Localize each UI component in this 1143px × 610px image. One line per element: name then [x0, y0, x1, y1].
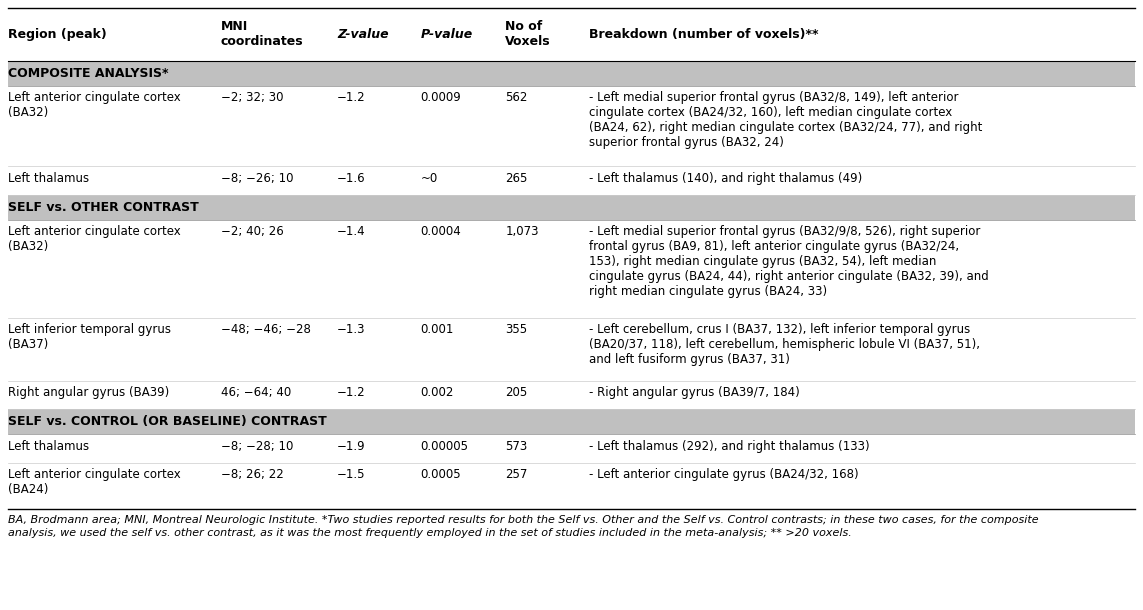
Bar	[8, 409, 1135, 434]
Text: 0.002: 0.002	[421, 387, 454, 400]
Text: 1,073: 1,073	[505, 225, 538, 239]
Text: 0.0004: 0.0004	[421, 225, 462, 239]
Text: 205: 205	[505, 387, 527, 400]
Text: −8; −28; 10: −8; −28; 10	[221, 440, 293, 453]
Text: - Left thalamus (292), and right thalamus (133): - Left thalamus (292), and right thalamu…	[589, 440, 870, 453]
Text: Left anterior cingulate cortex
(BA32): Left anterior cingulate cortex (BA32)	[8, 92, 181, 120]
Text: Left thalamus: Left thalamus	[8, 172, 89, 185]
Text: Left anterior cingulate cortex
(BA32): Left anterior cingulate cortex (BA32)	[8, 225, 181, 253]
Text: BA, Brodmann area; MNI, Montreal Neurologic Institute. *Two studies reported res: BA, Brodmann area; MNI, Montreal Neurolo…	[8, 515, 1039, 525]
Text: - Left thalamus (140), and right thalamus (49): - Left thalamus (140), and right thalamu…	[589, 172, 862, 185]
Text: −1.5: −1.5	[337, 468, 366, 481]
Text: −8; 26; 22: −8; 26; 22	[221, 468, 283, 481]
Text: SELF vs. CONTROL (OR BASELINE) CONTRAST: SELF vs. CONTROL (OR BASELINE) CONTRAST	[8, 415, 327, 428]
Text: Left thalamus: Left thalamus	[8, 440, 89, 453]
Text: 46; −64; 40: 46; −64; 40	[221, 387, 290, 400]
Text: - Right angular gyrus (BA39/7, 184): - Right angular gyrus (BA39/7, 184)	[589, 387, 799, 400]
Text: - Left medial superior frontal gyrus (BA32/8, 149), left anterior
cingulate cort: - Left medial superior frontal gyrus (BA…	[589, 92, 982, 149]
Text: −1.2: −1.2	[337, 92, 366, 104]
Text: 0.001: 0.001	[421, 323, 454, 336]
Text: 0.0009: 0.0009	[421, 92, 462, 104]
Text: 0.0005: 0.0005	[421, 468, 462, 481]
Text: SELF vs. OTHER CONTRAST: SELF vs. OTHER CONTRAST	[8, 201, 199, 214]
Text: No of
Voxels: No of Voxels	[505, 20, 551, 48]
Text: - Left anterior cingulate gyrus (BA24/32, 168): - Left anterior cingulate gyrus (BA24/32…	[589, 468, 858, 481]
Text: 355: 355	[505, 323, 527, 336]
Text: −1.4: −1.4	[337, 225, 366, 239]
Text: −1.3: −1.3	[337, 323, 366, 336]
Text: Z-value: Z-value	[337, 28, 389, 41]
Text: 257: 257	[505, 468, 528, 481]
Text: 0.00005: 0.00005	[421, 440, 469, 453]
Text: MNI
coordinates: MNI coordinates	[221, 20, 303, 48]
Text: −2; 40; 26: −2; 40; 26	[221, 225, 283, 239]
Text: P-value: P-value	[421, 28, 473, 41]
Text: Region (peak): Region (peak)	[8, 28, 106, 41]
Text: analysis, we used the self vs. other contrast, as it was the most frequently emp: analysis, we used the self vs. other con…	[8, 528, 852, 538]
Text: −48; −46; −28: −48; −46; −28	[221, 323, 311, 336]
Text: −2; 32; 30: −2; 32; 30	[221, 92, 283, 104]
Text: −1.6: −1.6	[337, 172, 366, 185]
Text: −1.9: −1.9	[337, 440, 366, 453]
Text: −8; −26; 10: −8; −26; 10	[221, 172, 293, 185]
Text: - Left medial superior frontal gyrus (BA32/9/8, 526), right superior
frontal gyr: - Left medial superior frontal gyrus (BA…	[589, 225, 989, 298]
Text: Left anterior cingulate cortex
(BA24): Left anterior cingulate cortex (BA24)	[8, 468, 181, 497]
Text: Left inferior temporal gyrus
(BA37): Left inferior temporal gyrus (BA37)	[8, 323, 171, 351]
Bar	[8, 61, 1135, 86]
Text: Right angular gyrus (BA39): Right angular gyrus (BA39)	[8, 387, 169, 400]
Bar	[8, 195, 1135, 220]
Text: −1.2: −1.2	[337, 387, 366, 400]
Text: 573: 573	[505, 440, 527, 453]
Text: 562: 562	[505, 92, 528, 104]
Text: 265: 265	[505, 172, 528, 185]
Text: COMPOSITE ANALYSIS*: COMPOSITE ANALYSIS*	[8, 66, 168, 80]
Text: ~0: ~0	[421, 172, 438, 185]
Text: Breakdown (number of voxels)**: Breakdown (number of voxels)**	[589, 28, 818, 41]
Text: - Left cerebellum, crus I (BA37, 132), left inferior temporal gyrus
(BA20/37, 11: - Left cerebellum, crus I (BA37, 132), l…	[589, 323, 980, 366]
